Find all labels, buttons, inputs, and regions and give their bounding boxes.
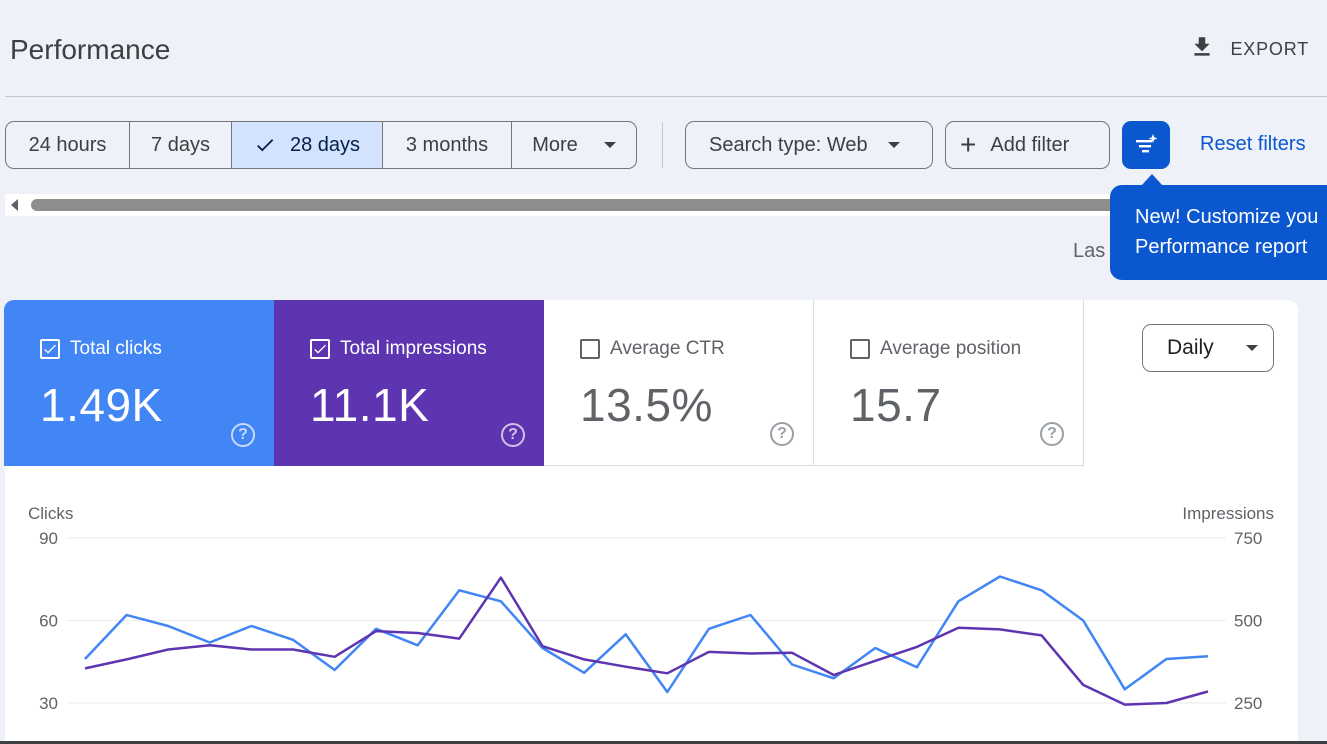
customize-report-button[interactable] [1122,121,1170,169]
header-divider [5,96,1327,97]
metric-label: Average CTR [610,338,725,359]
metric-value: 13.5% [580,379,713,431]
metric-average-position[interactable]: Average position 15.7 ? [814,300,1084,466]
date-range-more-dropdown[interactable]: More [512,122,636,168]
help-icon[interactable]: ? [770,422,794,446]
page-title: Performance [10,34,171,65]
granularity-dropdown[interactable]: Daily [1142,324,1274,372]
search-type-dropdown[interactable]: Search type: Web [685,121,933,169]
checkbox-checked-icon[interactable] [40,339,60,359]
date-range-7-days[interactable]: 7 days [130,122,232,168]
reset-filters-link[interactable]: Reset filters [1200,133,1306,155]
metric-label-row: Total impressions [310,338,487,360]
help-icon[interactable]: ? [501,423,525,447]
date-range-label: 3 months [405,133,489,156]
toolbar-separator [662,122,663,168]
help-icon[interactable]: ? [1040,422,1064,446]
tooltip-line: New! Customize you [1135,206,1319,228]
customize-tooltip[interactable]: New! Customize you Performance report [1110,185,1327,280]
tooltip-arrow [1141,174,1163,186]
last-updated-text: Las [1073,240,1106,262]
customize-sparkle-icon [1136,134,1158,153]
checkbox-checked-icon[interactable] [310,339,330,359]
metric-label-row: Average position [850,338,1021,360]
chevron-down-icon [887,142,900,148]
date-range-24-hours[interactable]: 24 hours [6,122,130,168]
metric-value: 11.1K [310,379,430,431]
checkbox-unchecked-icon[interactable] [580,339,600,359]
chevron-down-icon [1245,345,1258,351]
metric-value: 1.49K [40,379,163,431]
download-icon [1189,34,1215,65]
date-range-label: 28 days [289,133,361,156]
check-icon [257,139,274,152]
export-label: EXPORT [1230,38,1309,59]
metric-label: Total clicks [70,338,162,359]
export-button[interactable]: EXPORT [1189,30,1310,68]
plus-icon: + [960,129,977,160]
metric-label: Total impressions [340,338,487,359]
date-range-label: More [532,133,578,156]
metric-value: 15.7 [850,379,942,431]
metric-total-impressions[interactable]: Total impressions 11.1K ? [274,300,544,466]
chevron-down-icon [603,142,616,148]
date-range-selector: 24 hours 7 days 28 days 3 months More [5,121,637,169]
horizontal-scrollbar[interactable] [5,194,1121,216]
metric-label-row: Total clicks [40,338,162,360]
date-range-28-days[interactable]: 28 days [232,122,383,168]
scrollbar-thumb[interactable] [31,199,1121,211]
metric-label: Average position [880,338,1022,359]
metric-total-clicks[interactable]: Total clicks 1.49K ? [4,300,274,466]
help-icon[interactable]: ? [231,423,255,447]
bottom-edge [0,741,1327,744]
scroll-left-arrow-icon[interactable] [11,199,18,211]
search-type-label: Search type: Web [709,133,868,156]
add-filter-label: Add filter [990,133,1070,156]
add-filter-button[interactable]: + Add filter [945,121,1110,169]
date-range-label: 24 hours [28,133,107,156]
tooltip-line: Performance report [1135,236,1308,258]
date-range-3-months[interactable]: 3 months [383,122,512,168]
checkbox-unchecked-icon[interactable] [850,339,870,359]
granularity-label: Daily [1167,336,1214,359]
metric-average-ctr[interactable]: Average CTR 13.5% ? [544,300,814,466]
metric-label-row: Average CTR [580,338,725,360]
date-range-label: 7 days [151,133,210,156]
